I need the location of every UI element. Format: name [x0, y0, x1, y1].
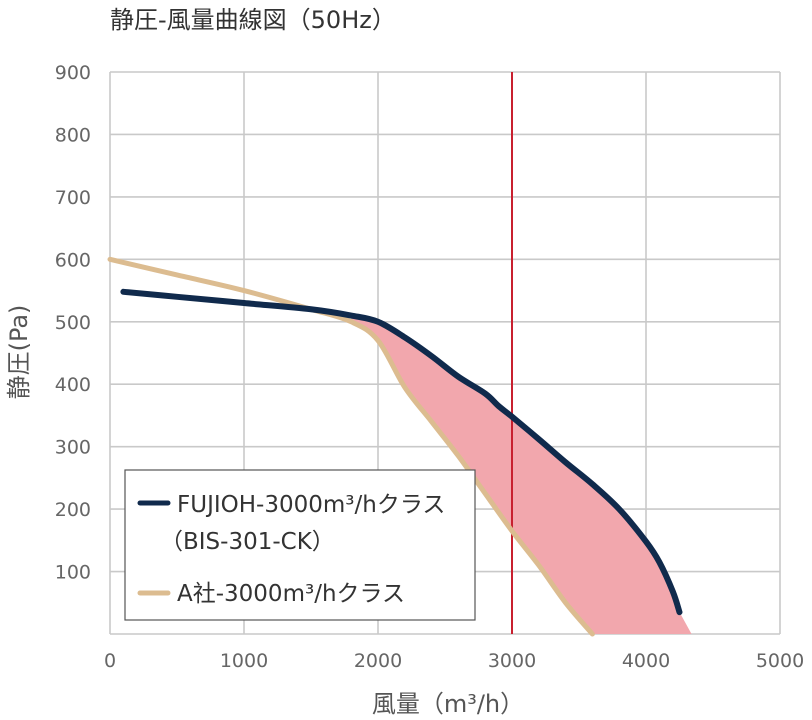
- x-tick-label: 3000: [488, 650, 536, 672]
- series-layer: [107, 256, 683, 637]
- legend-box: [124, 469, 476, 621]
- y-tick-label: 200: [55, 499, 91, 521]
- y-tick-label: 600: [55, 249, 91, 271]
- y-tick-label: 300: [55, 437, 91, 459]
- y-tick-label: 900: [55, 62, 91, 84]
- legend: FUJIOH-3000m³/hクラス （BIS-301-CK） A社-3000m…: [124, 469, 476, 621]
- legend-label-a-company: A社-3000m³/hクラス: [177, 581, 405, 607]
- y-tick-label: 800: [55, 124, 91, 146]
- x-tick-label: 1000: [220, 650, 268, 672]
- grid: [109, 71, 781, 635]
- x-tick-label: 0: [104, 650, 116, 672]
- y-axis-title: 静圧(Pa): [5, 305, 33, 400]
- legend-label-fujioh-model: （BIS-301-CK）: [160, 529, 335, 555]
- y-tick-label: 100: [55, 562, 91, 584]
- series-line-a-company: [107, 256, 595, 637]
- y-tick-label: 700: [55, 187, 91, 209]
- series-line-fujioh: [120, 288, 683, 616]
- x-axis-title: 風量（m³/h）: [372, 690, 524, 718]
- difference-fill-area: [351, 315, 692, 634]
- y-axis-ticks: 100 200 300 400 500 600 700 800 900: [55, 62, 91, 584]
- chart-title: 静圧-風量曲線図（50Hz）: [110, 6, 396, 34]
- legend-label-fujioh: FUJIOH-3000m³/hクラス: [177, 492, 445, 518]
- y-tick-label: 400: [55, 374, 91, 396]
- x-tick-label: 5000: [756, 650, 804, 672]
- x-axis-ticks: 0 1000 2000 3000 4000 5000: [104, 650, 804, 672]
- x-tick-label: 4000: [622, 650, 670, 672]
- x-tick-label: 2000: [354, 650, 402, 672]
- y-tick-label: 500: [55, 312, 91, 334]
